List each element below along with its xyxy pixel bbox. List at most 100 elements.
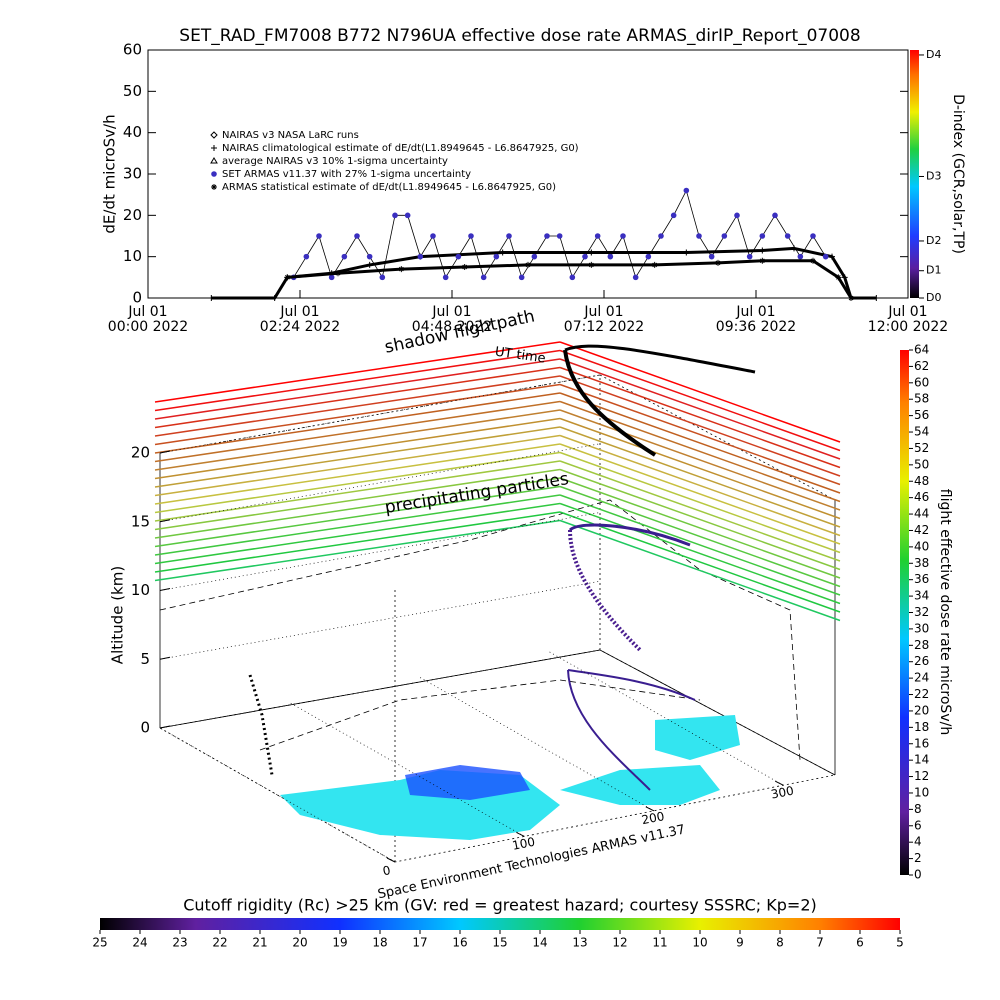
sheet-line	[559, 502, 841, 605]
sheet-line	[154, 383, 561, 446]
z-tick-label: 15	[131, 512, 150, 530]
legend-marker	[211, 171, 217, 177]
x-tick-label: Jul 01 07:12 2022	[563, 304, 645, 335]
grid-line	[159, 512, 601, 591]
sheet-line	[559, 519, 841, 622]
data-point	[658, 233, 664, 239]
colorbar-tick-label: 13	[572, 936, 587, 950]
sheet-line	[154, 477, 561, 539]
data-point	[493, 253, 500, 260]
colorbar-tick-label: 16	[914, 736, 929, 750]
colorbar-label: flight effective dose rate microSv/h	[937, 489, 953, 735]
land	[560, 765, 720, 805]
x-tick-label: Jul 01 02:24 2022	[259, 304, 341, 335]
data-point	[379, 274, 386, 281]
sheet-line	[559, 409, 841, 511]
sheet-line	[154, 519, 561, 582]
data-point	[645, 253, 652, 260]
data-point	[784, 233, 791, 239]
colorbar-tick-label: 0	[914, 868, 922, 882]
x-tick-label: Jul 01 00:00 2022	[107, 304, 189, 335]
data-point	[607, 253, 614, 260]
colorbar-tick-label: 12	[914, 769, 929, 783]
y-tick-label: 40	[123, 123, 142, 141]
x-tick-label: Jul 01 09:36 2022	[715, 304, 797, 335]
legend-marker	[211, 145, 217, 151]
sheet-line	[559, 349, 841, 452]
dose-colorbar	[900, 350, 909, 875]
data-point	[531, 253, 538, 260]
data-point	[341, 253, 348, 260]
sheet-line	[154, 468, 561, 531]
data-point	[404, 212, 411, 219]
x-tick-label: Jul 01 04:48 2022	[411, 304, 493, 335]
chart-title: SET_RAD_FM7008 B772 N796UA effective dos…	[179, 26, 860, 46]
y-axis-label: dE/dt microSv/h	[101, 114, 119, 233]
data-point	[284, 274, 291, 281]
y2-tick-label: D1	[926, 264, 941, 277]
colorbar-tick-label: 2	[914, 851, 922, 865]
sheet-line	[154, 426, 561, 488]
data-point	[461, 264, 468, 270]
grid-line	[159, 649, 601, 729]
sheet-line	[559, 417, 841, 520]
colorbar-tick-label: 52	[914, 441, 929, 455]
data-point	[683, 249, 690, 256]
data-point	[594, 233, 601, 239]
colorbar-tick-label: 20	[292, 936, 307, 950]
land	[655, 715, 740, 760]
legend-marker	[211, 184, 217, 190]
colorbar-tick-label: 46	[914, 490, 929, 504]
sheet-line	[154, 502, 561, 565]
sheet-line	[154, 375, 561, 437]
z-axis-label: Altitude (km)	[109, 566, 127, 664]
colorbar-tick-label: 38	[914, 556, 929, 570]
y2-tick-label: D0	[926, 291, 941, 304]
colorbar-tick-label: 6	[914, 818, 922, 832]
y-tick-label: 30	[123, 165, 142, 183]
data-point	[303, 253, 310, 260]
sheet-line	[559, 485, 841, 588]
data-point	[759, 257, 766, 264]
colorbar-tick-label: 40	[914, 539, 929, 553]
colorbar-tick-label: 23	[172, 936, 187, 950]
data-point	[455, 253, 462, 260]
y2-tick-label: D2	[926, 234, 941, 247]
rigidity-colorbar	[100, 918, 900, 930]
sheet-line	[559, 358, 841, 460]
sheet-line	[559, 375, 841, 477]
colorbar-tick-label: 14	[914, 753, 929, 767]
data-point	[328, 274, 335, 281]
data-point	[208, 295, 215, 301]
sheet-line	[154, 358, 561, 420]
sheet-line	[559, 477, 841, 579]
sheet-line	[154, 392, 561, 454]
sheet-line	[154, 400, 561, 463]
data-point	[670, 212, 677, 219]
data-point	[417, 253, 424, 260]
legend-entry: NAIRAS climatological estimate of dE/dt(…	[222, 143, 579, 154]
data-point	[582, 253, 588, 260]
data-point	[398, 266, 405, 273]
colorbar-tick-label: 21	[252, 936, 267, 950]
land-high	[405, 765, 530, 800]
data-point	[335, 270, 341, 277]
colorbar-tick-label: 50	[914, 457, 929, 471]
data-point	[525, 261, 531, 268]
sheet-line	[559, 451, 841, 554]
colorbar-tick-label: 18	[372, 936, 387, 950]
data-point	[316, 233, 322, 239]
colorbar-tick-label: 26	[914, 654, 929, 668]
data-point	[746, 253, 753, 260]
sheet-line	[154, 434, 561, 497]
sheet-line	[154, 460, 561, 522]
data-point	[620, 233, 626, 239]
data-point	[392, 212, 398, 219]
data-point	[715, 259, 721, 266]
data-point	[848, 295, 854, 301]
y2-tick-label: D3	[926, 169, 941, 182]
colorbar-tick-label: 7	[816, 936, 824, 950]
data-point	[829, 253, 835, 260]
sheet-line	[559, 366, 841, 469]
flightpaths	[248, 344, 756, 791]
